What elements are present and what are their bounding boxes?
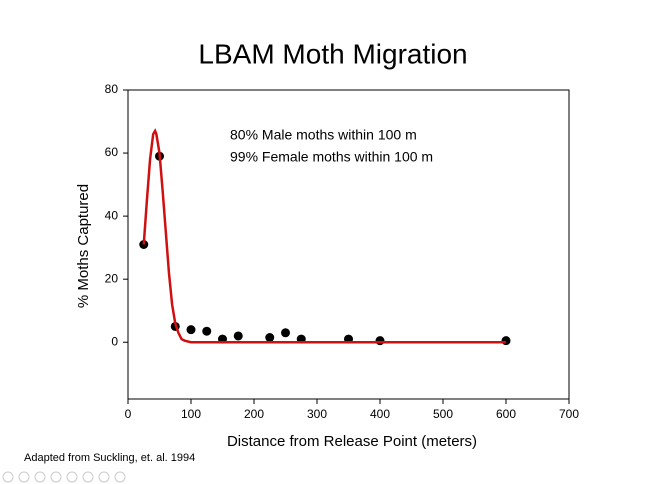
y-tick-label: 40 xyxy=(105,208,119,222)
x-tick-label: 0 xyxy=(125,407,132,421)
x-tick-label: 700 xyxy=(559,407,579,421)
toolbar-icon[interactable] xyxy=(66,471,78,483)
x-tick-label: 300 xyxy=(307,407,327,421)
y-tick-label: 60 xyxy=(105,145,119,159)
y-tick-label: 20 xyxy=(105,271,119,285)
annotation: 80% Male moths within 100 m xyxy=(230,127,417,143)
source-note: Adapted from Suckling, et. al. 1994 xyxy=(24,452,195,464)
y-tick-label: 80 xyxy=(105,82,119,96)
chart-title: LBAM Moth Migration xyxy=(198,38,467,69)
toolbar-icon[interactable] xyxy=(50,471,62,483)
fit-line xyxy=(142,128,506,344)
data-point xyxy=(233,331,243,341)
data-point xyxy=(265,333,275,343)
toolbar-icon[interactable] xyxy=(18,471,30,483)
toolbar xyxy=(2,471,126,483)
toolbar-icon[interactable] xyxy=(34,471,46,483)
toolbar-icon[interactable] xyxy=(114,471,126,483)
x-axis-label: Distance from Release Point (meters) xyxy=(227,433,477,450)
annotation: 99% Female moths within 100 m xyxy=(230,149,433,165)
data-point xyxy=(202,326,212,336)
data-point xyxy=(501,336,511,346)
y-axis-label: % Moths Captured xyxy=(75,184,92,308)
data-point xyxy=(375,336,385,346)
x-tick-label: 200 xyxy=(244,407,264,421)
plot-frame xyxy=(127,89,570,400)
y-tick-label: 0 xyxy=(111,334,118,348)
x-tick-label: 100 xyxy=(181,407,201,421)
toolbar-icon[interactable] xyxy=(82,471,94,483)
x-tick-label: 600 xyxy=(496,407,516,421)
data-point xyxy=(186,325,196,335)
toolbar-icon[interactable] xyxy=(98,471,110,483)
x-tick-label: 400 xyxy=(370,407,390,421)
x-tick-label: 500 xyxy=(433,407,453,421)
toolbar-icon[interactable] xyxy=(2,471,14,483)
data-point xyxy=(281,328,290,338)
